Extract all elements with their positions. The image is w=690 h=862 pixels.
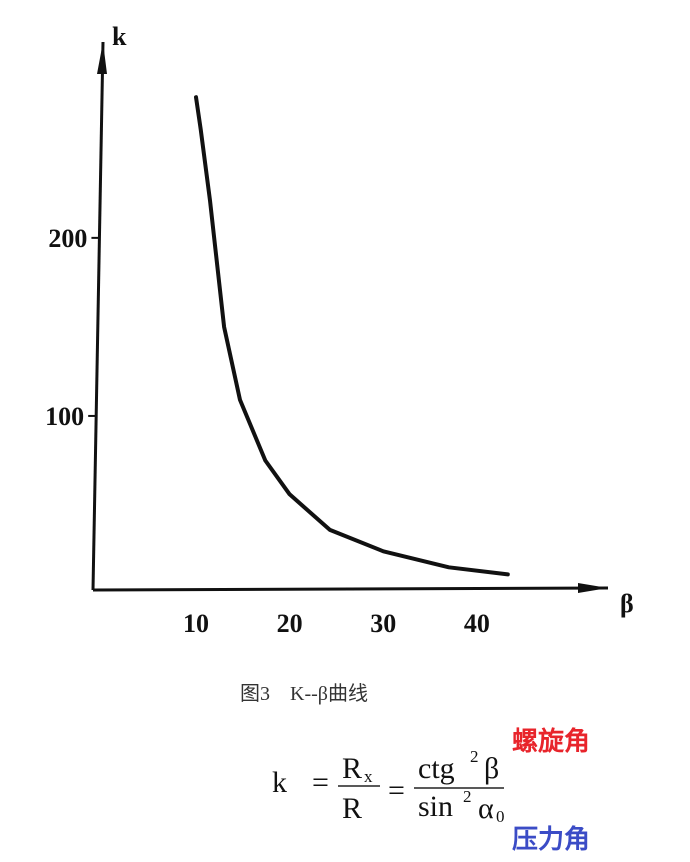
x-tick-label: 40 bbox=[464, 609, 490, 638]
frac2-den: sin bbox=[418, 790, 453, 823]
formula-equals: = bbox=[312, 766, 329, 799]
y-tick-label: 100 bbox=[45, 402, 84, 431]
frac1-num-sub: x bbox=[364, 767, 373, 786]
x-axis-arrow bbox=[578, 583, 608, 593]
frac1-den: R bbox=[342, 792, 362, 825]
y-tick-label: 200 bbox=[48, 224, 87, 253]
formula-lhs: k bbox=[272, 766, 287, 799]
frac2-num-tail: β bbox=[484, 752, 499, 785]
y-axis-label: k bbox=[112, 22, 127, 51]
x-axis bbox=[92, 586, 609, 592]
annotation: 压力角 bbox=[512, 824, 590, 855]
annotation: 螺旋角 bbox=[512, 726, 590, 757]
frac2-den-sup: 2 bbox=[463, 787, 472, 806]
formula: k = R x R = ctg 2 β sin 2 α 0 bbox=[272, 747, 505, 826]
frac2-den-sub: 0 bbox=[496, 807, 505, 826]
y-axis-arrow bbox=[97, 42, 107, 74]
x-axis-label: β bbox=[620, 589, 634, 618]
frac2-den-tail: α bbox=[478, 792, 494, 825]
frac2-num: ctg bbox=[418, 752, 455, 785]
curve bbox=[194, 95, 510, 577]
x-tick-label: 10 bbox=[183, 609, 209, 638]
frac2-num-sup: 2 bbox=[470, 747, 479, 766]
y-axis bbox=[91, 41, 105, 591]
x-tick-label: 20 bbox=[277, 609, 303, 638]
caption: 图3 K--β曲线 bbox=[240, 682, 368, 705]
x-tick-label: 30 bbox=[370, 609, 396, 638]
formula-equals: = bbox=[388, 774, 405, 807]
frac1-num: R bbox=[342, 752, 362, 785]
